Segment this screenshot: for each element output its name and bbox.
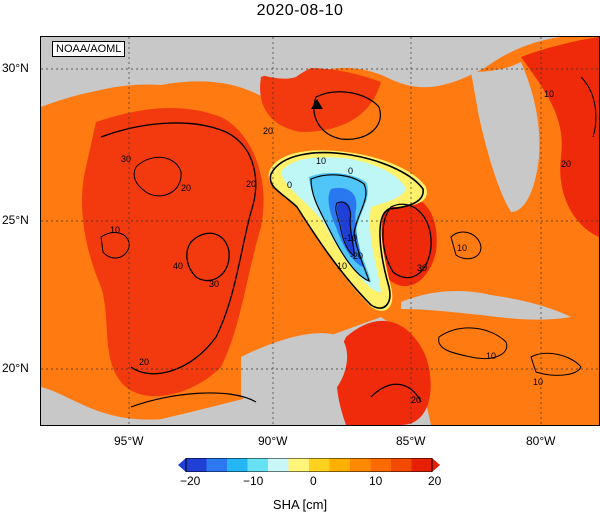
north-america-coast bbox=[41, 37, 521, 102]
contour-label-minus20: -20 bbox=[350, 251, 363, 261]
contour-10-atlantic bbox=[580, 76, 597, 138]
colorbar-cell bbox=[268, 458, 289, 472]
station-triangle-marker bbox=[311, 99, 323, 109]
contour-label-10-straits: 10 bbox=[457, 243, 467, 253]
map-title: 2020-08-10 bbox=[256, 2, 344, 19]
colorbar-cell bbox=[350, 458, 371, 472]
contour-30-west bbox=[133, 156, 182, 197]
contour-10-east bbox=[530, 352, 582, 376]
colorbar-cell bbox=[206, 458, 228, 472]
colorbar-tick-minus20: −20 bbox=[180, 474, 201, 488]
contour-label-20-atlantic: 20 bbox=[561, 159, 571, 169]
graticule bbox=[41, 37, 599, 425]
colorbar-cell bbox=[288, 458, 310, 472]
contour-label-20-west: 20 bbox=[181, 183, 191, 193]
contour-lines bbox=[100, 76, 597, 408]
colorbar-tick-20: 20 bbox=[428, 474, 442, 488]
lat-label-25: 25°N bbox=[2, 213, 29, 227]
contour-20-west bbox=[100, 122, 257, 375]
yucatan-peninsula bbox=[241, 333, 348, 409]
colorbar-cell bbox=[370, 458, 392, 472]
high-sha-region-caribbean bbox=[336, 320, 431, 425]
contour-20-east bbox=[382, 203, 432, 279]
contour-10-straits bbox=[450, 231, 482, 260]
contour-zero bbox=[269, 151, 424, 309]
contour-label-group: 20 10 0 0 -10 -20 10 30 20 10 40 30 20 2… bbox=[110, 89, 571, 405]
contour-20-north bbox=[313, 91, 381, 140]
map-canvas: 20 10 0 0 -10 -20 10 30 20 10 40 30 20 2… bbox=[41, 37, 599, 425]
map-frame: 20 10 0 0 -10 -20 10 30 20 10 40 30 20 2… bbox=[40, 36, 600, 426]
lat-label-20: 20°N bbox=[2, 361, 29, 375]
colorbar-cells bbox=[186, 458, 433, 472]
colorbar-tick-10: 10 bbox=[369, 474, 383, 488]
colorbar-tick-0: 0 bbox=[310, 474, 317, 488]
contour-label-10-east: 10 bbox=[533, 377, 543, 387]
contour-label-20-southwest: 20 bbox=[139, 357, 149, 367]
contour-label-40-west: 40 bbox=[173, 261, 183, 271]
contour-20-south bbox=[130, 392, 257, 408]
contour-label-0: 0 bbox=[287, 180, 292, 190]
contour-label-30-east: 30 bbox=[417, 263, 427, 273]
colorbar-cell bbox=[227, 458, 248, 472]
cuba-island bbox=[401, 291, 571, 320]
contour-label-0-upper: 0 bbox=[348, 166, 353, 176]
contour-label-10-south: 10 bbox=[337, 261, 347, 271]
colorbar-left-arrow bbox=[178, 458, 186, 472]
contour-label-30-west-south: 30 bbox=[209, 279, 219, 289]
high-sha-region-west bbox=[81, 107, 264, 397]
contour-10-caribbean bbox=[438, 327, 508, 360]
contour-label-10-north: 10 bbox=[316, 156, 326, 166]
high-sha-region-north bbox=[260, 67, 381, 132]
lon-label-85: 85°W bbox=[396, 434, 426, 448]
colorbar bbox=[178, 458, 440, 472]
lon-label-80: 80°W bbox=[526, 434, 556, 448]
contour-label-20-mid: 20 bbox=[246, 179, 256, 189]
colorbar-cell bbox=[391, 458, 412, 472]
contour-label-minus10: -10 bbox=[344, 233, 357, 243]
contour-minus10 bbox=[310, 174, 370, 282]
lat-label-30: 30°N bbox=[2, 61, 29, 75]
lon-label-90: 90°W bbox=[258, 434, 288, 448]
lon-label-95: 95°W bbox=[114, 434, 144, 448]
colorbar-cell bbox=[186, 458, 207, 472]
colorbar-cell bbox=[411, 458, 433, 472]
high-sha-region-atlantic bbox=[521, 37, 599, 237]
contour-20-yucatan bbox=[370, 383, 422, 403]
mexico-coast bbox=[41, 387, 256, 425]
colorbar-border bbox=[185, 458, 433, 472]
colorbar-cell bbox=[247, 458, 269, 472]
high-sha-region-east bbox=[374, 194, 437, 287]
contour-minus20 bbox=[335, 201, 355, 257]
contour-label-20-north: 20 bbox=[263, 126, 273, 136]
contour-label-10-atlantic: 10 bbox=[544, 89, 554, 99]
contour-label-20-yucatan: 20 bbox=[411, 395, 421, 405]
contour-label-10-caribbean: 10 bbox=[486, 351, 496, 361]
contour-40-west bbox=[186, 232, 230, 282]
florida-peninsula bbox=[471, 62, 540, 212]
colorbar-cell bbox=[309, 458, 330, 472]
colorbar-title: SHA [cm] bbox=[272, 497, 328, 512]
credit-label: NOAA/AOML bbox=[52, 41, 126, 57]
colorbar-tick-minus10: −10 bbox=[243, 474, 264, 488]
colorbar-right-arrow bbox=[432, 458, 440, 472]
contour-label-10-west: 10 bbox=[110, 225, 120, 235]
contour-label-30-west: 30 bbox=[121, 154, 131, 164]
colorbar-cell bbox=[329, 458, 351, 472]
